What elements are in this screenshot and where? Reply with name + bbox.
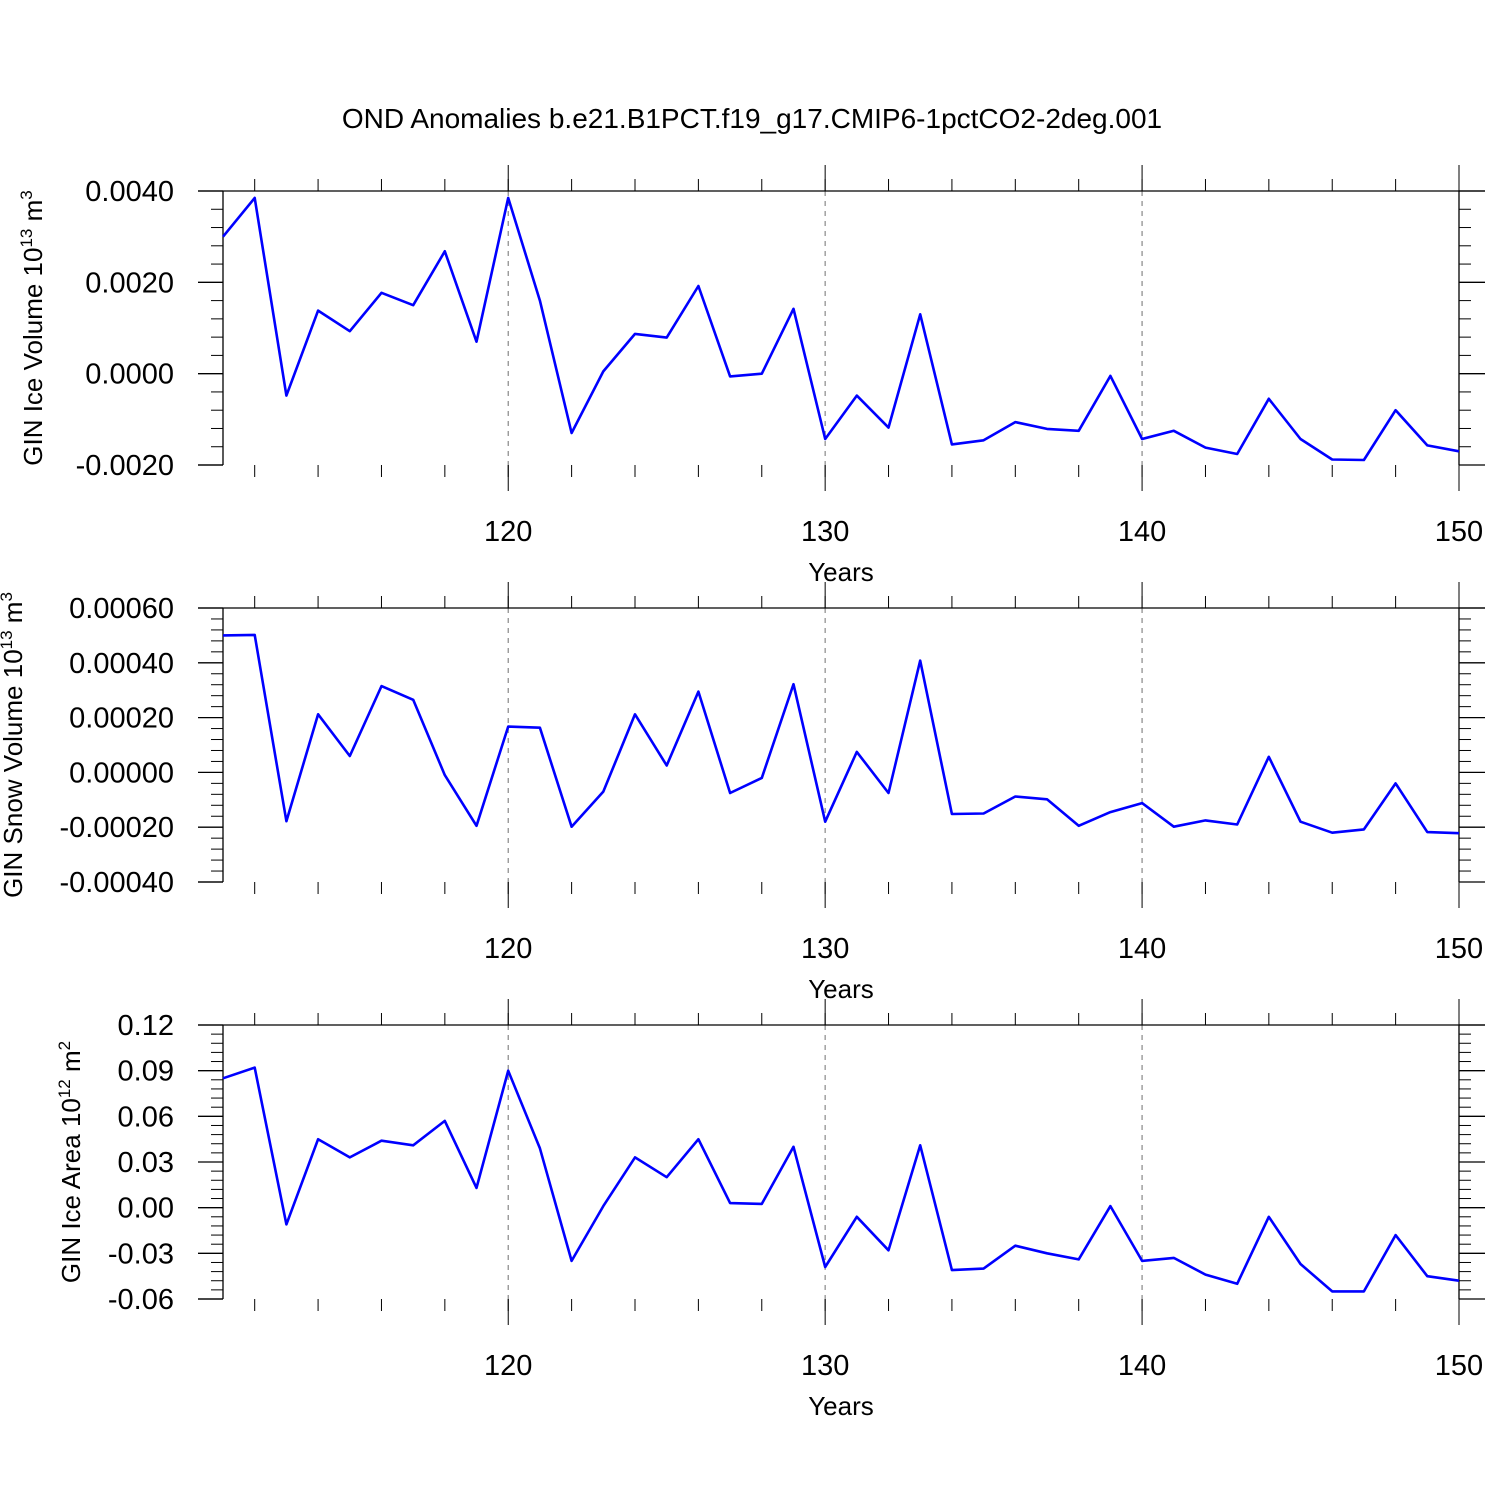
y-tick-label: -0.00020 <box>60 812 175 844</box>
panels: 120 130 140 150 Years 0.0040 0.0020 0.0000 -0.00… <box>0 165 1485 1421</box>
y-axis-title: GIN Ice Area 1012 m2 <box>55 1041 86 1283</box>
series-line <box>222 1066 1460 1293</box>
chart-title: OND Anomalies b.e21.B1PCT.f19_g17.CMIP6-… <box>342 103 1162 134</box>
x-tick-label: 150 <box>1435 516 1483 548</box>
y-tick-label: 0.0020 <box>85 267 174 299</box>
x-tick-label: 140 <box>1118 1350 1166 1382</box>
panel-2: 120 130 140 150 Years 0.00060 0.00040 0.00020 0.… <box>0 582 1485 1004</box>
y-tick-label: 0.00000 <box>69 757 174 789</box>
y-axis-title-unit: m <box>56 1050 86 1079</box>
y-tick-label: 0.0000 <box>85 359 174 391</box>
y-axis-title: GIN Snow Volume 1013 m3 <box>0 592 28 898</box>
y-axis-title-unit: m <box>18 200 48 229</box>
y-axis-title-main: GIN Ice Volume 10 <box>18 248 48 466</box>
y-tick-label: -0.0020 <box>76 450 174 482</box>
y-tick-label: 0.00060 <box>69 593 174 625</box>
x-tick-label: 120 <box>484 516 532 548</box>
y-axis-title-unit: m <box>0 602 28 631</box>
y-tick-label: -0.00040 <box>60 867 175 899</box>
x-tick-label: 130 <box>801 516 849 548</box>
x-tick-label: 120 <box>484 933 532 965</box>
y-axis-title-unit-exponent: 2 <box>55 1041 74 1050</box>
y-tick-label: 0.00020 <box>69 703 174 735</box>
panel-1: 120 130 140 150 Years 0.0040 0.0020 0.0000 -0.00… <box>17 165 1485 587</box>
y-axis-title-main: GIN Snow Volume 10 <box>0 649 28 898</box>
x-tick-label: 140 <box>1118 516 1166 548</box>
x-tick-label: 130 <box>801 1350 849 1382</box>
x-tick-label: 120 <box>484 1350 532 1382</box>
y-axis-title-unit-exponent: 3 <box>17 190 36 199</box>
y-axis-title-exponent: 12 <box>55 1079 74 1098</box>
y-tick-label: -0.06 <box>108 1284 174 1316</box>
x-axis-title: Years <box>808 974 874 1004</box>
x-tick-label: 150 <box>1435 933 1483 965</box>
y-tick-label: 0.06 <box>118 1101 174 1133</box>
y-tick-label: -0.03 <box>108 1238 174 1270</box>
y-tick-label: 0.12 <box>118 1010 174 1042</box>
y-tick-label: 0.09 <box>118 1056 174 1088</box>
panel-3: 120 130 140 150 Years 0.12 0.09 0.06 0.03 0.00 -0.… <box>55 999 1485 1421</box>
x-tick-label: 150 <box>1435 1350 1483 1382</box>
y-tick-label: 0.00040 <box>69 648 174 680</box>
y-tick-label: 0.0040 <box>85 176 174 208</box>
x-axis-title: Years <box>808 1391 874 1421</box>
series-line <box>221 196 1460 462</box>
x-axis-title: Years <box>808 557 874 587</box>
y-axis-title: GIN Ice Volume 1013 m3 <box>17 190 48 466</box>
x-tick-label: 140 <box>1118 933 1166 965</box>
y-axis-title-main: GIN Ice Area 10 <box>56 1098 86 1283</box>
x-tick-label: 130 <box>801 933 849 965</box>
series-line <box>222 633 1460 835</box>
y-tick-label: 0.00 <box>118 1193 174 1225</box>
y-axis-title-exponent: 13 <box>17 229 36 248</box>
y-tick-label: 0.03 <box>118 1147 174 1179</box>
y-axis-title-exponent: 13 <box>0 630 16 649</box>
y-axis-title-unit-exponent: 3 <box>0 592 16 601</box>
